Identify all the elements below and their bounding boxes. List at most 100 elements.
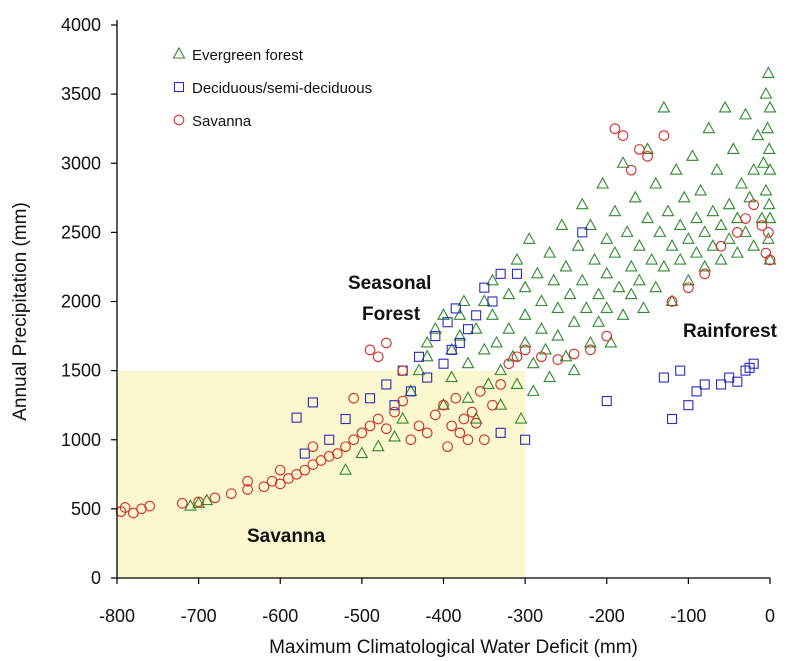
data-point (543, 245, 557, 258)
data-point (356, 427, 368, 439)
data-point (624, 259, 638, 272)
annotation-label: Rainforest (683, 321, 778, 342)
data-point (641, 211, 654, 224)
data-point (751, 128, 765, 141)
annotation-label: Savanna (247, 526, 326, 547)
data-point (735, 176, 748, 189)
data-point (686, 149, 699, 161)
data-point (242, 475, 253, 487)
data-point (632, 239, 646, 251)
data-point (683, 400, 694, 411)
data-point (759, 183, 773, 196)
data-point (371, 439, 385, 452)
data-point (552, 354, 564, 365)
data-point (348, 434, 360, 446)
data-point (340, 441, 351, 453)
data-point (563, 287, 577, 300)
data-point (583, 218, 597, 231)
data-point (405, 386, 416, 397)
data-point (446, 344, 457, 355)
legend-label: Deciduous/semi-deciduous (192, 80, 372, 97)
data-point (478, 434, 490, 446)
data-point (299, 464, 311, 476)
data-point (722, 197, 736, 210)
data-point (514, 411, 528, 424)
data-point (119, 502, 131, 513)
data-point (518, 280, 532, 293)
data-point (381, 423, 392, 435)
x-tick-label: -700 (181, 606, 217, 626)
x-tick-label: -100 (670, 606, 706, 626)
data-point (413, 351, 425, 362)
data-point (730, 211, 744, 224)
data-point (487, 399, 498, 411)
data-point (184, 498, 197, 511)
data-point (479, 282, 490, 293)
data-point (755, 211, 769, 224)
data-point (761, 232, 775, 244)
data-point (551, 328, 565, 341)
data-point (466, 406, 478, 418)
data-point (242, 484, 253, 495)
data-point (461, 356, 475, 369)
data-point (442, 441, 453, 453)
data-point (438, 358, 449, 369)
data-point (698, 259, 712, 272)
data-point (739, 107, 752, 120)
data-point (453, 328, 467, 341)
data-point (307, 441, 319, 453)
data-point (718, 100, 732, 113)
data-point (176, 497, 188, 509)
data-point (536, 351, 547, 363)
data-point (600, 266, 614, 279)
data-point (710, 163, 724, 175)
series-deciduous-semi-deciduous (291, 227, 759, 459)
data-point (520, 434, 531, 445)
data-point (608, 204, 622, 217)
annotation-label: Seasonal (348, 273, 431, 294)
data-point (535, 294, 548, 307)
data-point (666, 413, 678, 425)
data-point (454, 427, 466, 439)
data-point (567, 315, 581, 327)
data-point (699, 268, 711, 280)
data-point (450, 303, 461, 314)
data-point (397, 395, 409, 407)
data-point (604, 335, 618, 348)
data-point (748, 199, 760, 211)
data-point (470, 417, 482, 429)
data-point (761, 66, 775, 78)
legend-label: Savanna (192, 113, 252, 130)
data-point (609, 123, 621, 135)
x-tick-label: -500 (344, 606, 380, 626)
data-point (429, 409, 441, 421)
data-point (274, 478, 286, 490)
data-point (763, 227, 774, 238)
data-point (666, 296, 678, 307)
data-point (691, 386, 702, 397)
data-point (291, 412, 302, 423)
x-tick-label: -400 (425, 606, 461, 626)
data-point (469, 322, 483, 334)
data-point (731, 227, 743, 238)
annotations: Seasonal Forest Rainforest Savanna (247, 273, 778, 547)
y-tick-label: 2500 (61, 222, 101, 242)
data-point (747, 163, 761, 175)
data-point (494, 398, 508, 410)
data-point (192, 496, 206, 508)
data-point (209, 492, 221, 504)
y-tick-label: 3500 (61, 84, 101, 104)
data-point (495, 379, 506, 390)
y-tick-label: 1000 (61, 430, 101, 450)
y-tick-label: 500 (71, 499, 101, 519)
data-point (759, 86, 773, 99)
data-point (381, 337, 392, 349)
data-point (600, 232, 614, 244)
data-point (535, 322, 548, 334)
data-point (762, 197, 776, 210)
data-point (454, 337, 465, 349)
data-point (437, 398, 450, 410)
x-tick-label: -200 (589, 606, 625, 626)
data-point (714, 218, 728, 231)
data-point (673, 252, 687, 265)
